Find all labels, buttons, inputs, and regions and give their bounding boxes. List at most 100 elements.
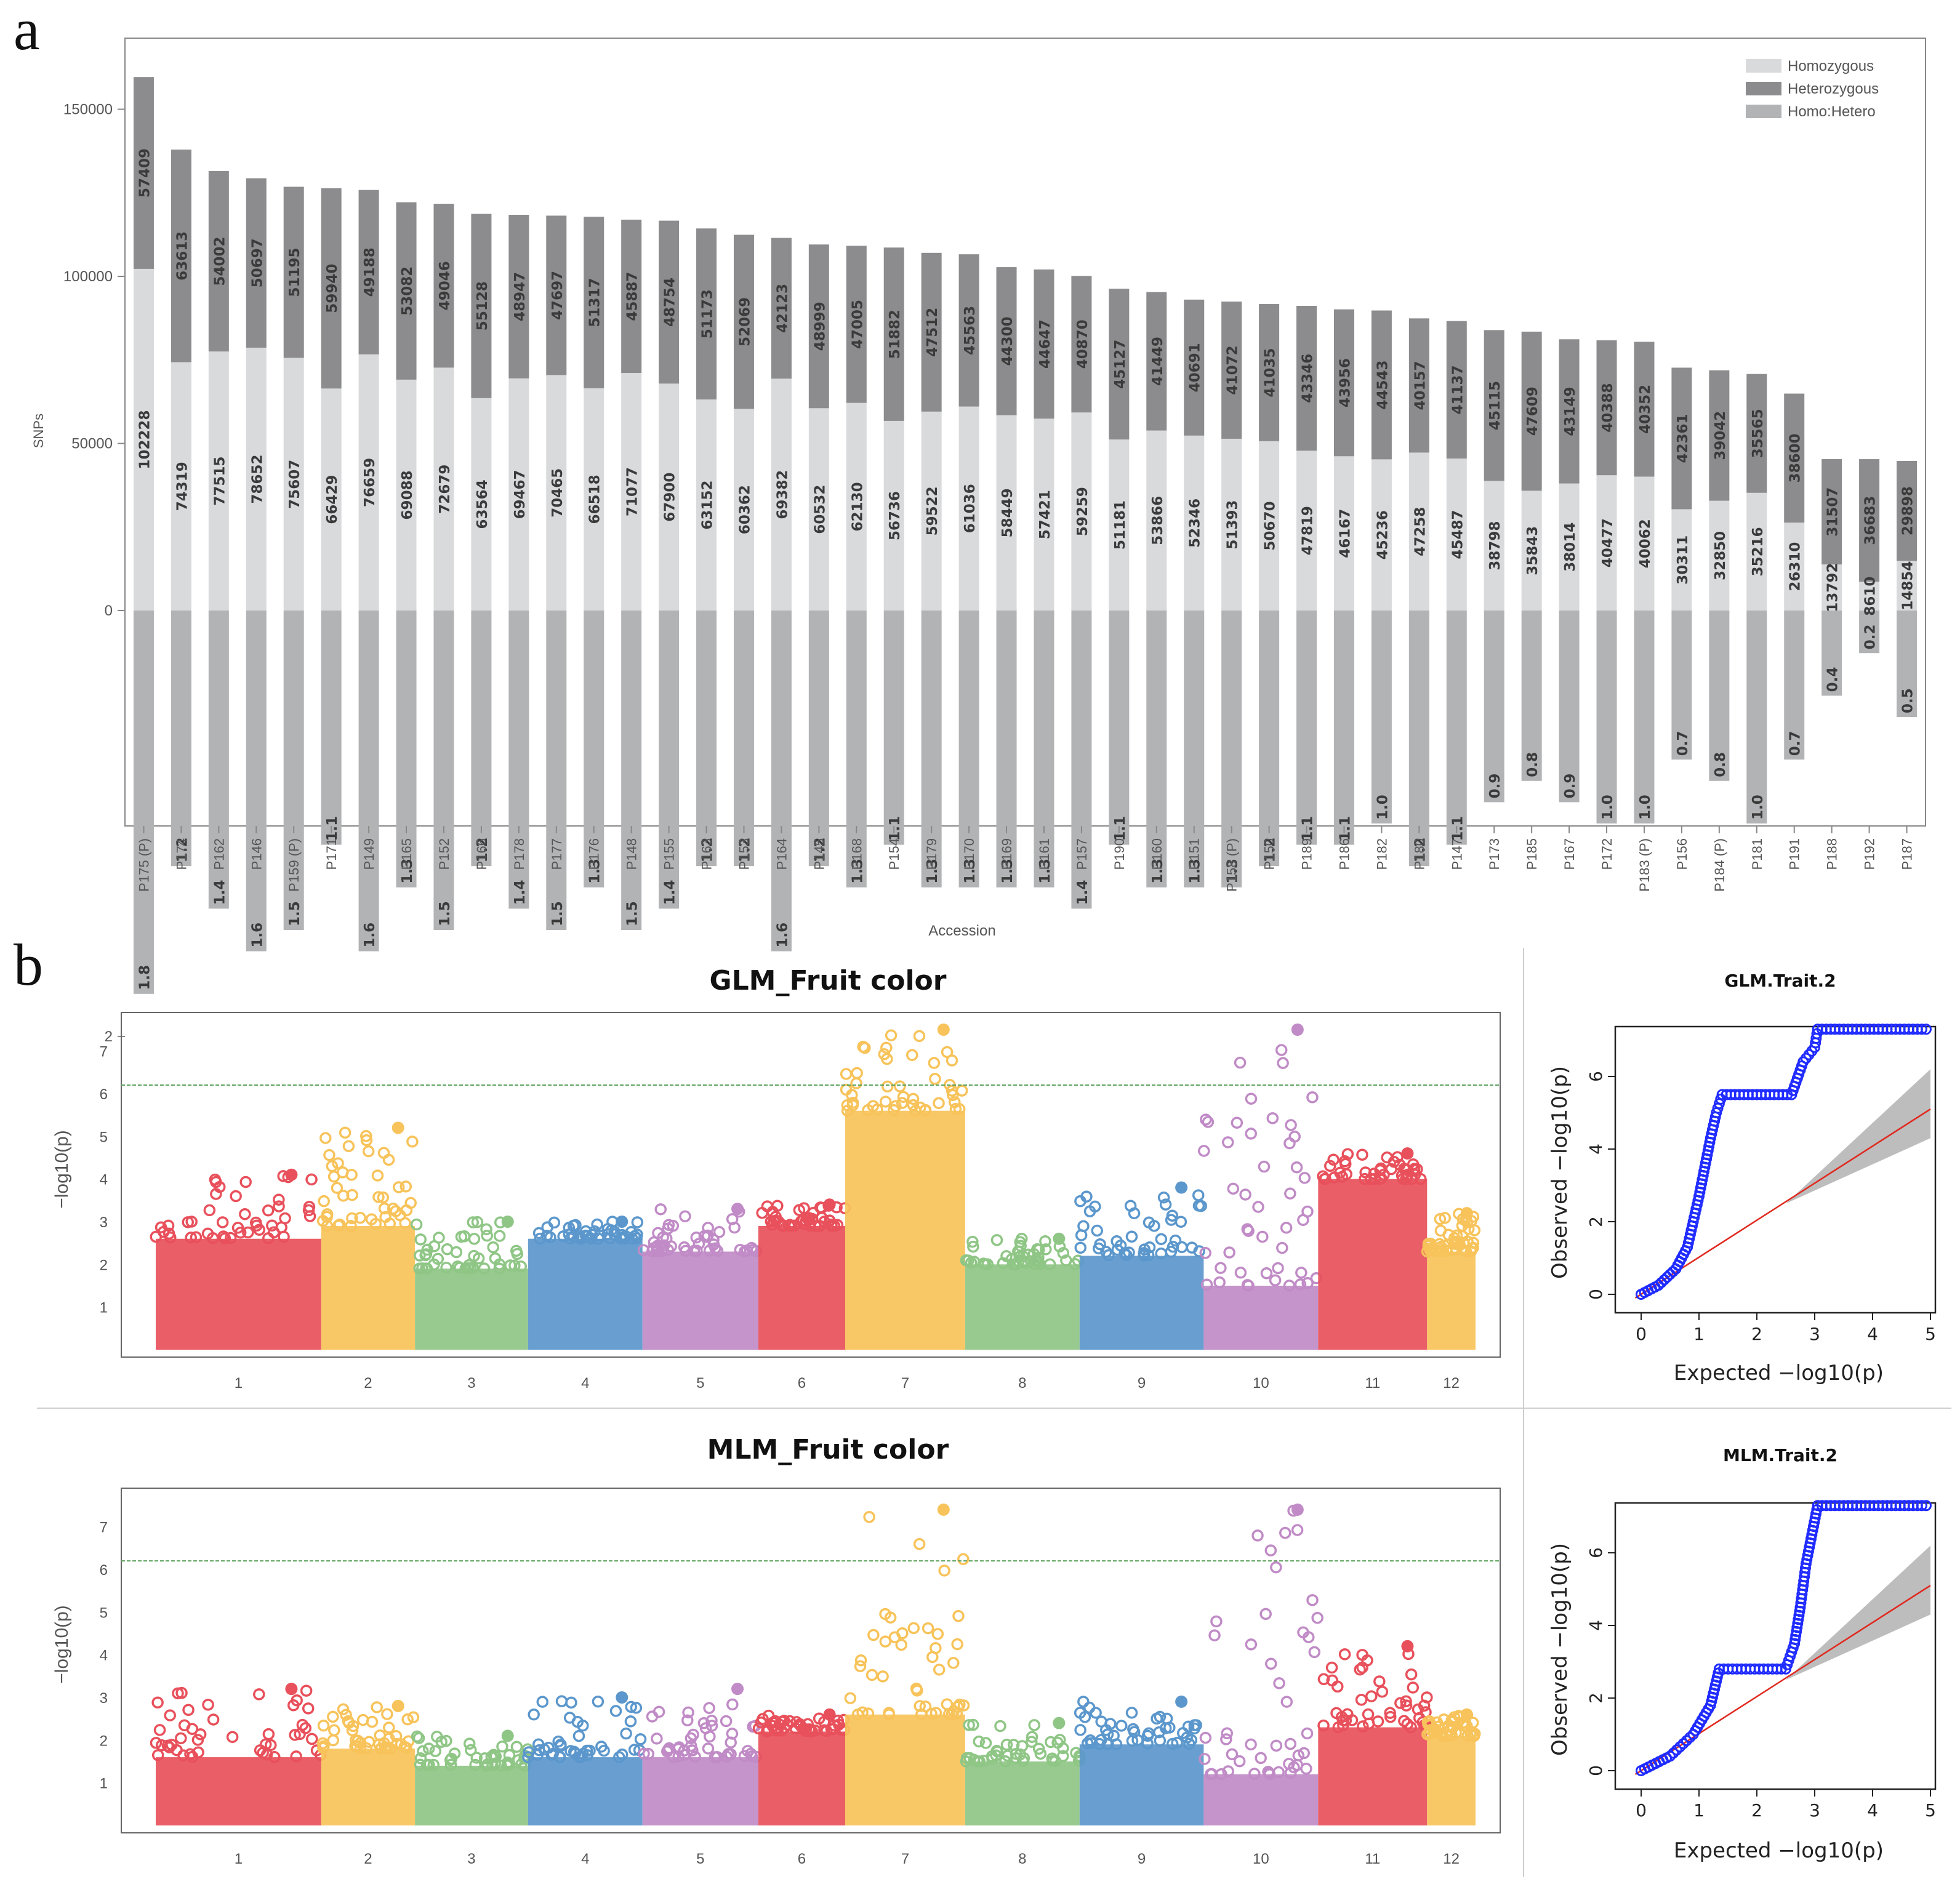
- snp-point: [1032, 1742, 1045, 1755]
- snp-point: [867, 1629, 880, 1641]
- legend-swatch: [1746, 59, 1781, 73]
- snp-point: [1468, 1224, 1481, 1236]
- manhattan-y-tick-label: 5: [100, 1129, 108, 1145]
- bar-y-tick-label: 150000: [63, 102, 113, 118]
- snp-point: [1339, 1714, 1352, 1727]
- snp-point: [1198, 1145, 1210, 1157]
- snp-point: [1248, 1768, 1261, 1780]
- homozygous-value-label: 47819: [1300, 506, 1316, 555]
- homozygous-bar: [1109, 439, 1130, 611]
- snp-point: [851, 1067, 863, 1080]
- qq-x-tick-label: 1: [1693, 1800, 1705, 1821]
- mlm-manhattan-title: MLM_Fruit color: [707, 1434, 949, 1465]
- snp-point: [1270, 1561, 1282, 1574]
- snp-point: [1437, 1713, 1450, 1726]
- heterozygous-bar: [321, 188, 342, 389]
- accession-label: P188: [1825, 838, 1840, 870]
- snp-point: [725, 1736, 737, 1749]
- snp-point: [468, 1233, 481, 1245]
- snp-point: [619, 1230, 632, 1243]
- ratio-value-label: 1.3: [1225, 859, 1241, 884]
- qq-x-tick-label: 0: [1636, 1324, 1647, 1344]
- snp-point: [317, 1742, 329, 1755]
- qq-y-tick-label: 2: [1586, 1693, 1606, 1704]
- homo-hetero-ratio-bar: [621, 611, 642, 930]
- snp-peak-point: [1175, 1695, 1188, 1708]
- homozygous-value-label: 59522: [925, 486, 941, 535]
- snp-point: [1394, 1697, 1407, 1709]
- snp-point: [209, 1173, 222, 1186]
- snp-point: [1226, 1748, 1239, 1761]
- snp-point: [332, 1157, 344, 1169]
- ratio-value-label: 1.0: [1750, 795, 1766, 820]
- chromosome-label: 7: [901, 1375, 909, 1392]
- homozygous-bar: [1296, 451, 1317, 611]
- snp-point: [1306, 1594, 1319, 1606]
- homozygous-value-label: 51393: [1225, 500, 1241, 549]
- snp-point: [1186, 1241, 1199, 1254]
- heterozygous-value-label: 47512: [925, 308, 941, 357]
- snp-cluster: [1203, 1286, 1319, 1350]
- qq-point: [1789, 1633, 1801, 1645]
- snp-point: [323, 1148, 335, 1161]
- ratio-value-label: 1.3: [587, 859, 603, 884]
- ratio-value-label: 1.1: [324, 816, 340, 841]
- snp-point: [930, 1707, 942, 1719]
- qq-point: [1655, 1276, 1667, 1288]
- snp-point: [1357, 1720, 1369, 1733]
- heterozygous-bar: [1709, 370, 1730, 501]
- snp-point: [362, 1145, 375, 1158]
- snp-point: [262, 1728, 275, 1741]
- snp-point: [207, 1713, 220, 1726]
- snp-point: [968, 1256, 981, 1268]
- glm-qq-x-label: Expected −log10(p): [1674, 1361, 1884, 1385]
- manhattan-points: [150, 1503, 1481, 1825]
- ratio-value-label: 1.2: [174, 837, 190, 862]
- heterozygous-bar: [1559, 339, 1580, 484]
- snp-peak-point: [616, 1691, 629, 1704]
- snp-point: [1141, 1729, 1154, 1742]
- homozygous-value-label: 40477: [1600, 518, 1616, 567]
- homozygous-value-label: 8610: [1863, 577, 1879, 616]
- snp-point: [1255, 1752, 1267, 1765]
- homo-hetero-ratio-bar: [508, 611, 529, 909]
- snp-point: [302, 1702, 315, 1715]
- heterozygous-bar: [1259, 304, 1280, 441]
- chromosome-label: 6: [798, 1851, 806, 1867]
- ratio-value-label: 1.2: [812, 837, 828, 862]
- homozygous-value-label: 69088: [400, 470, 416, 519]
- glm-manhattan-y-label: −log10(p): [52, 1130, 72, 1209]
- snp-point: [1280, 1222, 1293, 1234]
- snp-point: [224, 1232, 237, 1244]
- homo-hetero-ratio-bar: [171, 611, 191, 867]
- snp-point: [654, 1203, 667, 1216]
- snp-point: [1462, 1222, 1475, 1235]
- accession-label: P166: [474, 838, 489, 870]
- snp-point: [906, 1049, 918, 1062]
- snp-point: [417, 1745, 429, 1758]
- qq-point: [1791, 1625, 1802, 1637]
- snp-point: [883, 1708, 896, 1721]
- ratio-value-label: 1.3: [849, 859, 866, 884]
- qq-y-tick-label: 4: [1586, 1620, 1606, 1631]
- snp-point: [469, 1758, 481, 1771]
- snp-point: [1284, 1766, 1297, 1779]
- bar-y-tick-label: 2: [105, 1028, 113, 1045]
- chromosome-label: 2: [364, 1375, 372, 1392]
- snp-point: [467, 1216, 480, 1228]
- snp-point: [881, 1052, 893, 1065]
- snp-point: [620, 1727, 632, 1740]
- homozygous-bar: [584, 388, 604, 611]
- ratio-value-label: 1.3: [962, 859, 978, 884]
- snp-point: [182, 1704, 195, 1717]
- glm-manhattan-title: GLM_Fruit color: [710, 965, 947, 996]
- snp-point: [951, 1638, 963, 1651]
- ratio-value-label: 1.1: [1112, 816, 1128, 841]
- bar-y-tick-label: 0: [105, 603, 113, 619]
- snp-point: [1400, 1699, 1413, 1712]
- snp-point: [1326, 1674, 1338, 1687]
- snp-point: [1234, 1267, 1247, 1279]
- heterozygous-value-label: 40691: [1187, 343, 1203, 392]
- ratio-value-label: 0.2: [1863, 624, 1879, 649]
- ratio-value-label: 1.3: [1000, 859, 1016, 884]
